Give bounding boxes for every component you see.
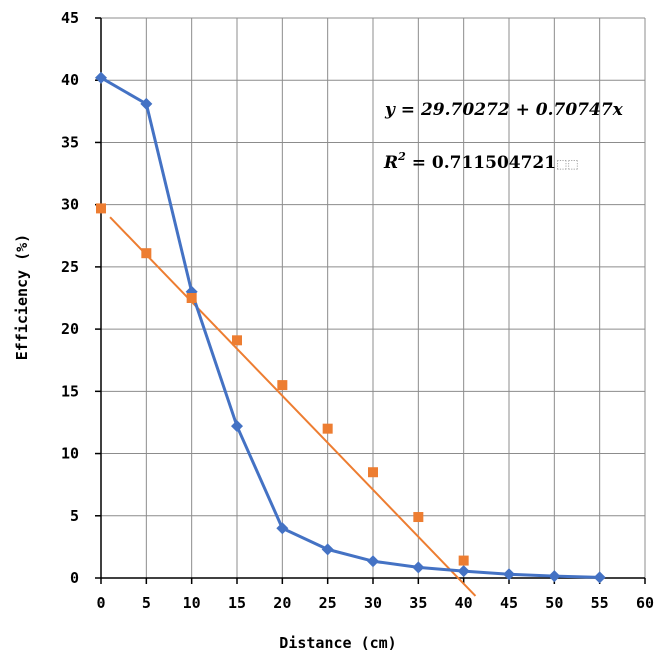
x-axis-title: Distance (cm) (279, 634, 396, 652)
y-tick-label: 0 (70, 569, 79, 587)
y-tick-label: 40 (61, 71, 79, 89)
x-tick-label: 55 (591, 594, 609, 612)
series-2 (96, 203, 469, 566)
x-tick-labels: 0 5 10 15 20 25 30 35 40 45 50 55 60 (96, 594, 654, 612)
y-tick-label: 20 (61, 320, 79, 338)
diamond-point (276, 522, 289, 535)
diamond-point (95, 71, 107, 84)
r2-value: = 0.711504721 (406, 153, 556, 173)
square-point (413, 512, 424, 523)
y-tick-label: 30 (61, 196, 79, 214)
x-tick-label: 45 (500, 594, 518, 612)
diamond-point (457, 565, 470, 578)
diamond-point (367, 555, 379, 568)
diamond-point (593, 571, 606, 584)
x-tick-label: 15 (228, 594, 246, 612)
x-tick-label: 60 (636, 594, 654, 612)
gridlines (101, 17, 646, 578)
trendline-r-squared: R2 = 0.711504721⬚⬚ (383, 150, 579, 173)
r2-exponent: 2 (397, 150, 406, 163)
square-point (277, 380, 288, 391)
square-point (458, 555, 469, 566)
x-tick-label: 40 (455, 594, 473, 612)
diamond-point (231, 420, 243, 433)
diamond-point (548, 570, 561, 583)
square-point (322, 423, 333, 434)
y-tick-label: 5 (70, 507, 79, 525)
y-tick-label: 10 (61, 445, 79, 463)
series-1 (95, 71, 606, 584)
diamond-point (503, 568, 515, 581)
diamond-point (412, 561, 425, 574)
x-tick-label: 0 (96, 594, 105, 612)
x-tick-label: 30 (364, 594, 382, 612)
square-point (186, 293, 197, 303)
trendline-equation: y = 29.70272 + 0.70747x (384, 100, 624, 120)
y-tick-label: 45 (61, 9, 79, 27)
square-point (232, 335, 242, 346)
diamond-point (140, 97, 153, 110)
r2-label: R (383, 153, 398, 173)
x-tick-label: 50 (545, 594, 563, 612)
series-line (100, 76, 600, 579)
trendline-layer (109, 216, 477, 597)
x-tick-label: 20 (273, 594, 291, 612)
trendline (109, 216, 477, 597)
square-point (368, 467, 378, 478)
square-point (141, 248, 152, 259)
diamond-point (321, 543, 334, 556)
x-tick-label: 5 (142, 594, 151, 612)
r2-suffix: ⬚⬚ (556, 157, 579, 171)
square-point (96, 203, 106, 214)
y-tick-label: 25 (61, 258, 79, 276)
y-tick-label: 15 (61, 382, 79, 400)
y-axis-title: Efficiency (%) (13, 234, 31, 360)
x-tick-label: 25 (319, 594, 337, 612)
series-layer (95, 71, 606, 584)
x-tick-label: 35 (409, 594, 427, 612)
y-tick-labels: 0 5 10 15 20 25 30 35 40 45 (61, 9, 79, 587)
y-tick-label: 35 (61, 133, 79, 151)
x-tick-label: 10 (183, 594, 201, 612)
